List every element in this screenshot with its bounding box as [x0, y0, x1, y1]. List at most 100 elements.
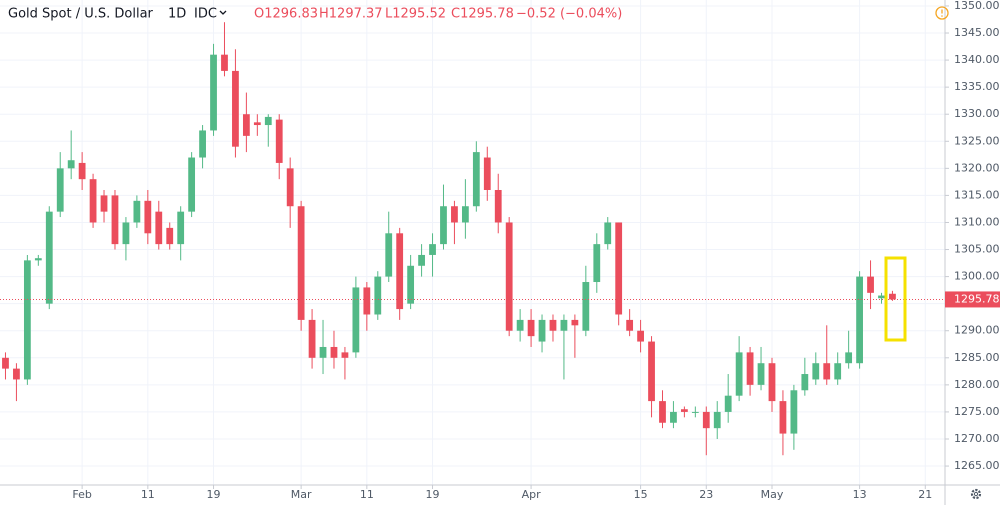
interval[interactable]: 1D: [168, 7, 186, 22]
candle-body: [319, 346, 327, 358]
y-tick-label: 1280.00: [954, 378, 1000, 391]
symbol-title[interactable]: Gold Spot / U.S. Dollar: [8, 7, 154, 22]
change-value: −0.52 (−0.04%): [516, 7, 622, 22]
candle-body: [505, 222, 513, 331]
close-value: C1295.78: [451, 7, 514, 22]
source[interactable]: IDC: [194, 7, 217, 22]
candle-body: [407, 265, 415, 304]
candle-body: [418, 254, 425, 266]
y-tick-label: 1265.00: [954, 459, 1000, 472]
candle-body: [812, 363, 820, 380]
candle-body: [461, 206, 469, 223]
candle-body: [834, 363, 842, 380]
candle-body: [45, 211, 53, 304]
candle-body: [615, 222, 623, 315]
candle-body: [691, 411, 699, 413]
y-tick-label: 1315.00: [954, 188, 1000, 201]
candle-body: [856, 276, 863, 364]
candle-body: [516, 319, 524, 331]
candle-body: [264, 116, 272, 126]
candle-body: [779, 401, 787, 434]
high-value: H1297.37: [319, 7, 383, 22]
candle-body: [659, 401, 666, 423]
y-tick-label: 1305.00: [954, 243, 1000, 256]
candle-body: [122, 222, 130, 245]
candle-body: [286, 168, 294, 207]
y-tick-label: 1290.00: [954, 324, 1000, 337]
settings-icon-center: [973, 491, 979, 497]
candle-body: [724, 395, 732, 412]
y-tick-label: 1335.00: [954, 80, 1000, 93]
candle-body: [823, 363, 831, 380]
candle-body: [330, 346, 338, 358]
candle-body: [680, 409, 688, 412]
low-value: L1295.52: [385, 7, 446, 22]
candle-body: [166, 227, 174, 245]
candle-body: [527, 319, 535, 337]
candle-body: [494, 189, 502, 223]
open-value: O1296.83: [254, 7, 318, 22]
candle-body: [210, 54, 217, 131]
last-price-label: 1295.78: [954, 292, 1000, 305]
candle-body: [352, 287, 360, 353]
candle-body: [735, 352, 743, 396]
candle-body: [801, 374, 809, 391]
candle-body: [757, 363, 765, 385]
candle-body: [67, 160, 75, 169]
candle-body: [648, 341, 655, 402]
y-tick-label: 1340.00: [954, 53, 1000, 66]
candle-body: [111, 195, 119, 245]
candle-body: [440, 206, 447, 245]
candle-body: [232, 70, 239, 147]
candle-body: [472, 152, 480, 207]
candle-body: [177, 211, 185, 245]
candle-body: [133, 200, 141, 223]
x-tick-label: 19: [207, 488, 221, 501]
candle-body: [297, 206, 305, 320]
candle-body: [889, 293, 896, 300]
candle-body: [582, 282, 590, 331]
candle-body: [13, 368, 20, 380]
dropdown-caret[interactable]: [219, 10, 227, 15]
x-tick-label: May: [761, 488, 784, 501]
axes: 1265.00 1270.00 1275.00 1280.00 1285.00 1290.…: [72, 0, 1000, 501]
candle-body: [571, 319, 579, 326]
candle-body: [396, 233, 404, 310]
candle-body: [702, 411, 710, 429]
x-tick-label: Mar: [291, 488, 312, 501]
candle-body: [2, 357, 9, 369]
y-tick-label: 1285.00: [954, 351, 1000, 364]
candle-body: [188, 157, 196, 212]
candle-body: [604, 222, 612, 245]
y-tick-label: 1300.00: [954, 270, 1000, 283]
candle-body: [155, 211, 163, 245]
x-tick-label: 11: [360, 488, 374, 501]
candle-body: [593, 244, 601, 283]
candle-body: [483, 157, 491, 190]
x-tick-label: 11: [141, 488, 155, 501]
candle-body: [199, 130, 206, 158]
settings-icon[interactable]: [970, 488, 982, 500]
candle-body: [385, 233, 393, 277]
x-tick-label: 19: [426, 488, 440, 501]
x-tick-label: 15: [634, 488, 648, 501]
highlight-box: [884, 256, 907, 342]
candle-body: [549, 319, 557, 331]
grid: [0, 0, 945, 485]
candle-body: [670, 411, 677, 423]
candle-body: [308, 319, 316, 358]
y-tick-label: 1310.00: [954, 215, 1000, 228]
candle-body: [341, 352, 349, 358]
y-tick-label: 1345.00: [954, 26, 1000, 39]
candle-body: [89, 179, 97, 223]
candle-body: [560, 319, 568, 331]
candle-body: [845, 352, 853, 364]
candle-body: [626, 319, 634, 331]
candle-body: [790, 390, 798, 434]
candle-body: [637, 330, 644, 342]
alert-icon-dot: [941, 15, 943, 17]
alert-icon[interactable]: [935, 6, 949, 20]
candles: [0, 22, 945, 456]
